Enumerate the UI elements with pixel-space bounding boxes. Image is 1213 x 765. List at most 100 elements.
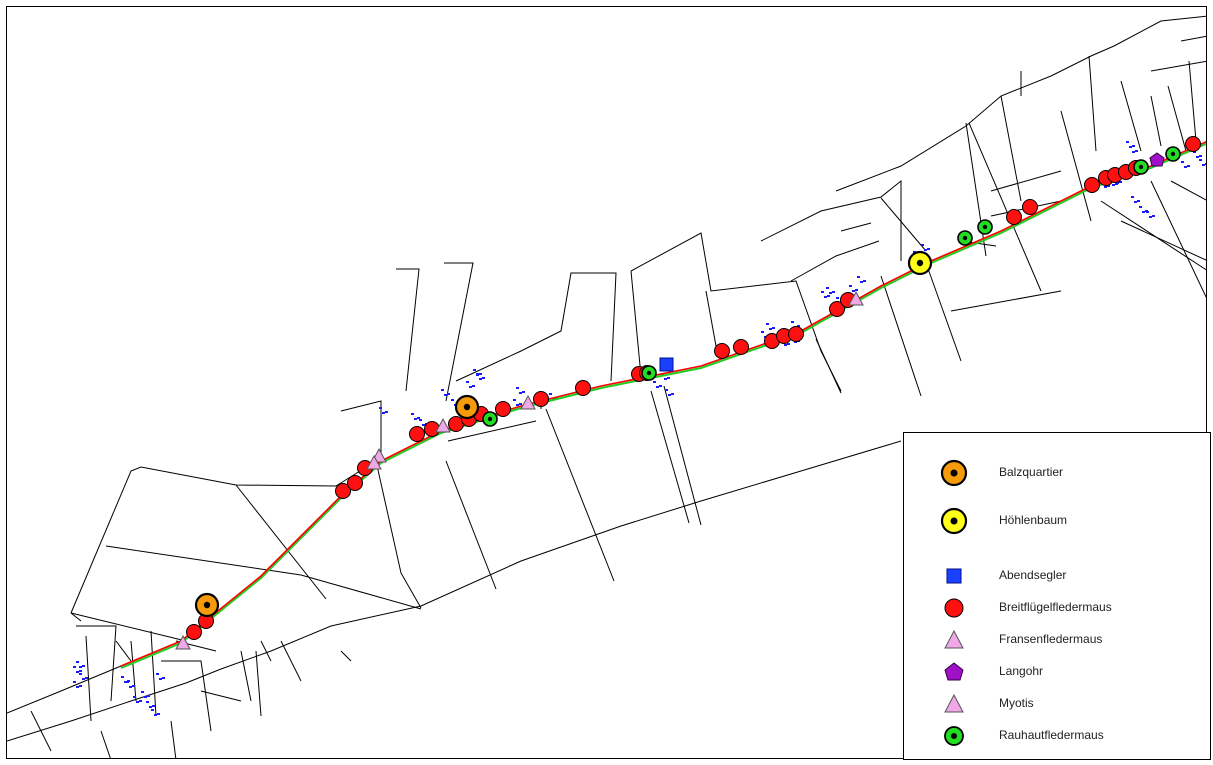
building-footprint (1116, 182, 1119, 184)
pink-triangle-icon (944, 629, 964, 649)
breitfluegelfledermaus-marker (186, 624, 202, 640)
parcel-line (650, 390, 690, 524)
rauhautfledermaus-marker-dot (1138, 164, 1144, 170)
parcel-line (396, 268, 420, 392)
building-footprint (824, 296, 827, 298)
rauhautfledermaus-marker-dot (1170, 151, 1176, 157)
legend-label: Höhlenbaum (999, 513, 1068, 527)
legend-item-langohr: Langohr (904, 657, 1210, 687)
building-footprint (422, 424, 425, 426)
building-footprint (827, 295, 830, 297)
legend-item-rauhautfledermaus: Rauhautfledermaus (904, 721, 1210, 751)
parcel-line (100, 730, 111, 758)
breitfluegelfledermaus-marker (347, 475, 363, 491)
building-footprint (1107, 185, 1110, 187)
legend-label: Rauhautfledermaus (999, 728, 1104, 742)
building-footprint (659, 385, 662, 387)
parcel-line (76, 625, 117, 702)
building-footprint (417, 417, 420, 419)
parcel-line (105, 545, 422, 610)
parcel-line (1060, 110, 1092, 222)
parcel-line (455, 272, 617, 382)
legend-item-fransenfledermaus: Fransenfledermaus (904, 625, 1210, 655)
building-footprint (1205, 163, 1206, 165)
parcel-line (630, 270, 642, 377)
building-footprint (139, 700, 142, 702)
building-footprint (411, 413, 414, 415)
map-frame (6, 6, 1207, 759)
building-footprint (1132, 145, 1135, 147)
breitfluegelfledermaus-marker (575, 380, 591, 396)
legend-label: Balzquartier (999, 465, 1064, 479)
building-footprint (149, 706, 152, 708)
building-footprint (156, 673, 159, 675)
building-footprint (76, 686, 79, 688)
building-footprint (667, 377, 670, 379)
building-footprint (797, 325, 800, 327)
building-footprint (555, 397, 558, 399)
building-footprint (419, 419, 422, 421)
building-footprint (1139, 206, 1142, 208)
parcel-line (260, 640, 272, 662)
building-footprint (154, 714, 157, 716)
parcel-line (70, 466, 337, 614)
myotis-marker (520, 394, 536, 410)
building-footprint (791, 321, 794, 323)
building-footprint (832, 291, 835, 293)
breitfluegelfledermaus-marker (1084, 177, 1100, 193)
building-footprint (414, 418, 417, 420)
building-footprint (79, 670, 82, 672)
breitfluegelfledermaus-marker (1006, 209, 1022, 225)
building-footprint (141, 691, 144, 693)
building-footprint (522, 391, 525, 393)
myotis-marker (435, 417, 451, 433)
building-footprint (1181, 161, 1184, 163)
building-footprint (482, 377, 485, 379)
breitfluegelfledermaus-marker (533, 391, 549, 407)
parcel-line (968, 122, 1042, 292)
building-footprint (73, 681, 76, 683)
building-footprint (772, 327, 775, 329)
parcel-line (790, 240, 880, 282)
building-footprint (447, 393, 450, 395)
parcel-line (280, 640, 302, 682)
building-footprint (126, 681, 129, 683)
building-footprint (144, 696, 147, 698)
building-footprint (1202, 164, 1205, 166)
building-footprint (653, 381, 656, 383)
building-footprint (826, 287, 829, 289)
building-footprint (85, 677, 88, 679)
building-footprint (1104, 186, 1107, 188)
parcel-line (990, 170, 1062, 192)
breitfluegelfledermaus-marker (788, 326, 804, 342)
parcel-line (1188, 60, 1197, 142)
myotis-marker (366, 454, 382, 470)
building-footprint (664, 378, 667, 380)
building-footprint (79, 673, 82, 675)
building-footprint (159, 678, 162, 680)
building-footprint (129, 686, 132, 688)
parcel-line (340, 400, 382, 453)
building-footprint (76, 661, 79, 663)
building-footprint (787, 343, 790, 345)
building-footprint (82, 678, 85, 680)
hoehlenbaum-marker-dot (916, 259, 924, 267)
building-footprint (382, 412, 385, 414)
building-footprint (124, 681, 127, 683)
building-footprint (476, 373, 479, 375)
building-footprint (761, 331, 764, 333)
building-footprint (857, 276, 860, 278)
building-footprint (82, 665, 85, 667)
parcel-line (445, 460, 497, 590)
building-footprint (136, 701, 139, 703)
building-footprint (133, 696, 136, 698)
building-footprint (121, 676, 124, 678)
building-footprint (1187, 165, 1190, 167)
parcel-line (70, 612, 82, 622)
parcel-line (835, 45, 1115, 192)
legend-label: Breitflügelfledermaus (999, 600, 1112, 614)
building-footprint (1135, 150, 1138, 152)
building-footprint (469, 386, 472, 388)
parcel-line (1170, 180, 1206, 201)
legend-label: Abendsegler (999, 568, 1067, 582)
